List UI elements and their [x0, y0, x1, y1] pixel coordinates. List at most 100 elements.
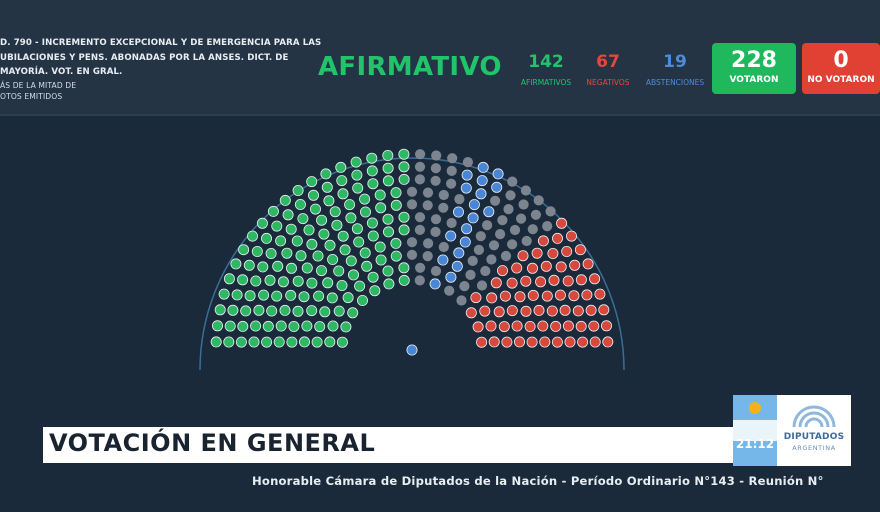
seat-negativo	[574, 244, 586, 256]
negativos-value: 67	[596, 52, 620, 72]
seat-afirmativo	[271, 220, 283, 232]
seat-ausente	[406, 199, 418, 210]
seat-afirmativo	[324, 336, 336, 348]
seat-negativo	[537, 235, 549, 247]
seat-ausente	[482, 220, 493, 231]
seat-negativo	[562, 275, 574, 287]
seat-afirmativo	[271, 290, 283, 302]
seat-afirmativo	[298, 291, 310, 303]
seat-ausente	[456, 295, 467, 306]
seat-ausente	[447, 153, 458, 164]
seat-afirmativo	[347, 307, 359, 319]
seat-ausente	[518, 199, 529, 210]
chamber-seat-map	[199, 148, 625, 371]
seat-afirmativo	[359, 206, 371, 218]
seat-afirmativo	[339, 244, 351, 256]
lower-third-bar	[38, 427, 735, 463]
seat-afirmativo	[352, 182, 364, 194]
seat-ausente	[545, 206, 556, 217]
seat-afirmativo	[238, 244, 250, 256]
seat-afirmativo	[279, 194, 291, 206]
seat-negativo	[511, 320, 523, 332]
seat-afirmativo	[315, 265, 327, 277]
seat-afirmativo	[240, 305, 252, 317]
seat-negativo	[535, 276, 547, 288]
seat-afirmativo	[279, 304, 291, 316]
seat-afirmativo	[292, 184, 304, 196]
seat-afirmativo	[366, 217, 378, 229]
seat-ausente	[422, 200, 433, 211]
seat-ausente	[509, 224, 521, 236]
no-votaron-value: 0	[833, 48, 849, 73]
seat-ausente	[462, 157, 473, 168]
seat-negativo	[548, 274, 560, 286]
seat-afirmativo	[345, 212, 357, 224]
seat-afirmativo	[273, 336, 285, 348]
seat-afirmativo	[337, 188, 349, 200]
seat-ausente	[476, 280, 488, 291]
seat-afirmativo	[327, 253, 339, 265]
seat-afirmativo	[382, 226, 394, 238]
seat-afirmativo	[250, 275, 262, 287]
seat-afirmativo	[390, 199, 402, 211]
seat-afirmativo	[251, 245, 263, 257]
seat-afirmativo	[390, 237, 402, 249]
law-description: D. 790 - INCREMENTO EXCEPCIONAL Y DE EME…	[0, 36, 321, 102]
seat-afirmativo	[272, 260, 284, 272]
votaron-value: 228	[731, 48, 777, 73]
seat-afirmativo	[335, 161, 347, 173]
seat-afirmativo	[333, 305, 345, 317]
seat-afirmativo	[285, 223, 297, 235]
seat-afirmativo	[224, 320, 236, 332]
seat-ausente	[497, 215, 508, 226]
seat-afirmativo	[398, 173, 410, 185]
seat-afirmativo	[382, 213, 394, 225]
seat-ausente	[507, 176, 518, 187]
seat-ausente	[414, 224, 425, 235]
seat-negativo	[555, 261, 567, 273]
seat-afirmativo	[398, 262, 410, 274]
seat-ausente	[438, 241, 449, 253]
seat-negativo	[588, 320, 600, 332]
seat-afirmativo	[316, 214, 328, 226]
seat-ausente	[454, 194, 465, 205]
seat-afirmativo	[345, 255, 357, 267]
seat-negativo	[517, 250, 529, 262]
seat-negativo	[511, 262, 523, 274]
argentina-flag-icon	[733, 395, 777, 466]
seat-afirmativo	[306, 238, 318, 250]
seat-afirmativo	[367, 230, 379, 242]
seat-afirmativo	[257, 261, 269, 273]
seat-afirmativo	[264, 274, 276, 286]
seat-negativo	[594, 288, 606, 300]
seat-afirmativo	[285, 289, 297, 301]
vote-header-bar: D. 790 - INCREMENTO EXCEPCIONAL Y DE EME…	[0, 0, 880, 116]
seat-afirmativo	[359, 193, 371, 205]
seat-afirmativo	[210, 336, 222, 348]
seat-afirmativo	[390, 250, 402, 262]
seat-negativo	[527, 289, 539, 301]
seat-negativo	[488, 336, 500, 348]
abstenciones-label: ABSTENCIONES	[645, 78, 705, 87]
seat-afirmativo	[382, 175, 394, 187]
seat-afirmativo	[292, 275, 304, 287]
seat-negativo	[540, 260, 552, 272]
seat-negativo	[499, 290, 511, 302]
seat-afirmativo	[382, 149, 394, 161]
afirmativos-label: AFIRMATIVOS	[520, 78, 572, 87]
seat-afirmativo	[281, 247, 293, 259]
chamber-outline	[199, 157, 625, 371]
seat-negativo	[575, 274, 587, 286]
seat-afirmativo	[286, 336, 298, 348]
seat-afirmativo	[369, 285, 381, 297]
seat-ausente	[527, 224, 538, 235]
seat-abstencion	[492, 168, 504, 180]
vote-result: AFIRMATIVO	[318, 52, 502, 82]
sun-of-may-icon	[749, 402, 761, 414]
seat-afirmativo	[321, 181, 333, 193]
seat-afirmativo	[344, 199, 356, 211]
seat-afirmativo	[347, 269, 359, 281]
no-votaron-label: NO VOTARON	[807, 75, 875, 85]
seat-afirmativo	[366, 152, 378, 164]
seat-negativo	[552, 232, 564, 244]
